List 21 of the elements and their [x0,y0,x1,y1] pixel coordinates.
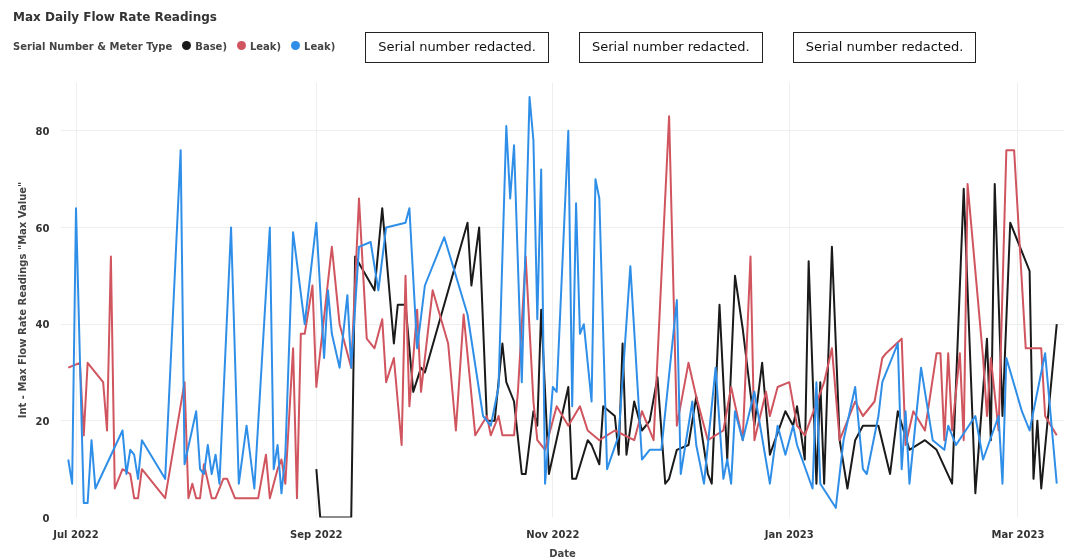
text: Serial number redacted. [365,32,549,63]
chart-title: Max Daily Flow Rate Readings [13,9,218,26]
x-tick-label: Jan 2023 [763,528,814,540]
x-tick-label: Jul 2022 [52,528,99,540]
y-tick-label: 60 [35,222,50,234]
y-axis-title: Int - Max Flow Rate Readings "Max Value" [16,181,28,419]
legend-label: Leak) [303,40,336,55]
y-tick-label: 40 [35,319,50,331]
legend-label: Base) [194,40,227,55]
x-tick-label: Nov 2022 [526,528,580,540]
x-tick-label: Mar 2023 [991,528,1045,540]
text: Serial number redacted. [792,32,977,63]
x-axis-title: Date [549,547,577,559]
line-series [315,183,1058,518]
y-tick-label: 0 [42,512,50,524]
text: Serial number redacted. [578,32,763,63]
legend-label: Leak) [248,40,282,55]
y-tick-label: 80 [35,125,50,137]
x-tick-label: Sep 2022 [290,528,343,540]
legend-title: Serial Number & Meter Type [13,40,173,55]
y-tick-label: 20 [35,415,50,427]
